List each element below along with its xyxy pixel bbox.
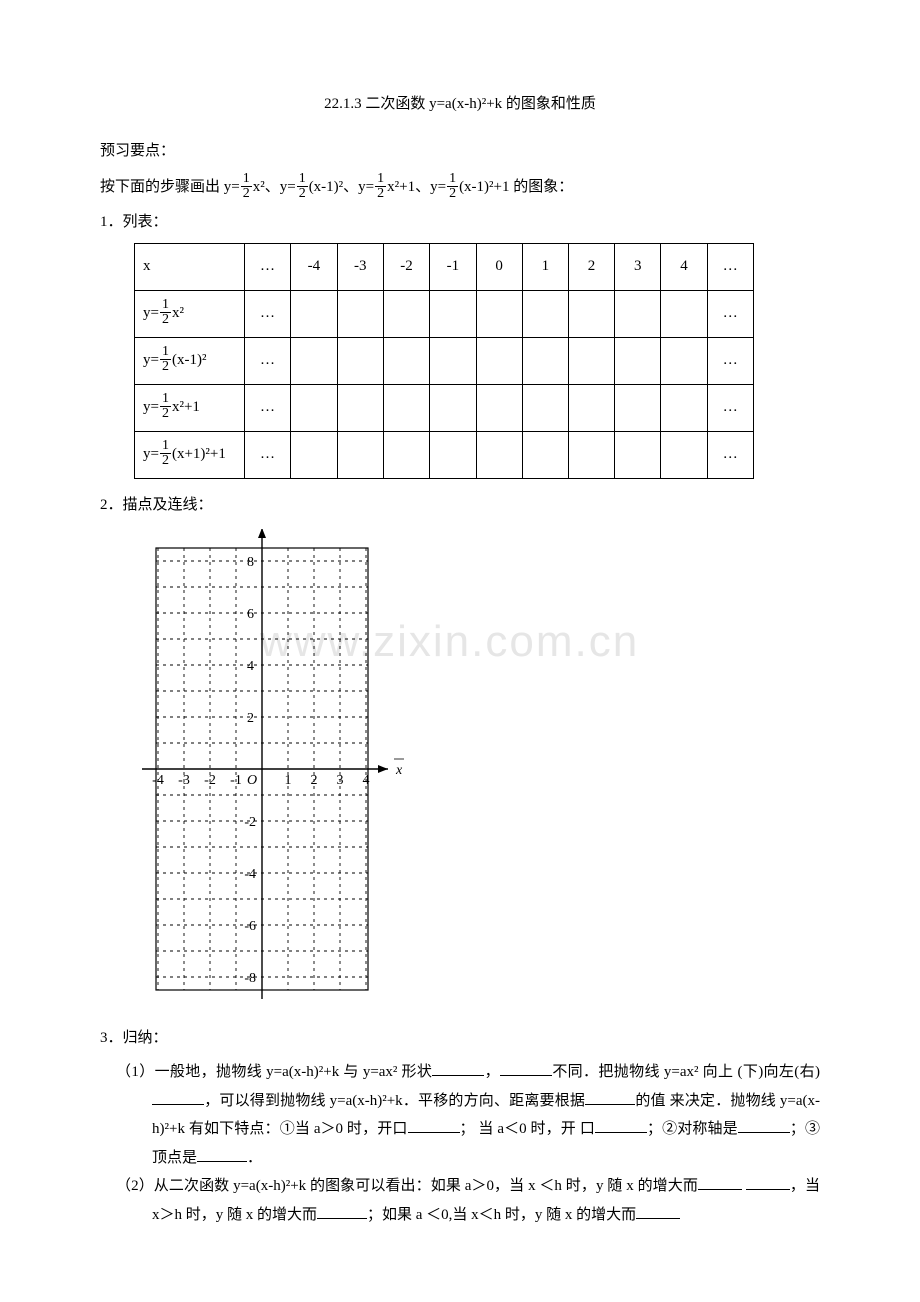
preview-label: 预习要点： <box>100 137 820 166</box>
svg-text:8: 8 <box>247 555 254 570</box>
table-row: y=12x² … … <box>135 290 754 337</box>
svg-text:-1: -1 <box>230 773 242 788</box>
table-cell: … <box>244 384 290 431</box>
table-cell-fn: y=12x²+1 <box>135 384 245 431</box>
value-table: x … -4 -3 -2 -1 0 1 2 3 4 … y=12x² … … y… <box>134 243 754 479</box>
summary-item-1: （1）一般地，抛物线 y=a(x-h)²+k 与 y=ax² 形状，不同．把抛物… <box>100 1058 820 1172</box>
table-row: y=12x²+1 … … <box>135 384 754 431</box>
step2-label: 2．描点及连线： <box>100 491 820 520</box>
table-cell: … <box>707 290 753 337</box>
svg-text:y: y <box>269 529 278 530</box>
table-cell <box>291 290 337 337</box>
table-cell: … <box>707 384 753 431</box>
table-cell: -1 <box>430 243 476 290</box>
svg-text:3: 3 <box>337 773 344 788</box>
table-cell-fn: y=12(x+1)²+1 <box>135 431 245 478</box>
svg-text:x: x <box>395 763 403 778</box>
table-cell: … <box>707 243 753 290</box>
table-row: x … -4 -3 -2 -1 0 1 2 3 4 … <box>135 243 754 290</box>
table-cell: … <box>244 290 290 337</box>
fraction-half: 12 <box>375 172 386 201</box>
svg-text:-4: -4 <box>244 867 256 882</box>
instr-p1: x²、y= <box>253 179 296 195</box>
table-cell: -2 <box>383 243 429 290</box>
svg-text:-2: -2 <box>204 773 216 788</box>
table-cell: … <box>244 337 290 384</box>
fraction-half: 12 <box>241 172 252 201</box>
instr-p4: (x-1)²+1 的图象： <box>459 179 573 195</box>
svg-text:4: 4 <box>247 659 254 674</box>
svg-text:O: O <box>247 773 257 788</box>
instruction-line: 按下面的步骤画出 y=12x²、y=12(x-1)²、y=12x²+1、y=12… <box>100 173 820 202</box>
svg-text:6: 6 <box>247 607 254 622</box>
table-cell: … <box>707 431 753 478</box>
step1-label: 1．列表： <box>100 208 820 237</box>
table-cell: 1 <box>522 243 568 290</box>
instr-p2: (x-1)²、y= <box>309 179 374 195</box>
svg-text:-2: -2 <box>244 815 256 830</box>
summary-item-2: （2）从二次函数 y=a(x-h)²+k 的图象可以看出：如果 a＞0，当 x … <box>100 1172 820 1229</box>
table-cell: … <box>244 431 290 478</box>
svg-text:1: 1 <box>285 773 292 788</box>
svg-text:-8: -8 <box>244 971 256 986</box>
table-row: y=12(x-1)² … … <box>135 337 754 384</box>
svg-text:-4: -4 <box>152 773 164 788</box>
fraction-half: 12 <box>447 172 458 201</box>
step3-label: 3．归纳： <box>100 1024 820 1053</box>
table-row: y=12(x+1)²+1 … … <box>135 431 754 478</box>
instr-p3: x²+1、y= <box>387 179 446 195</box>
table-cell: … <box>244 243 290 290</box>
table-cell: … <box>707 337 753 384</box>
table-cell: 0 <box>476 243 522 290</box>
table-cell-x: x <box>135 243 245 290</box>
svg-text:-6: -6 <box>244 919 256 934</box>
table-cell: 2 <box>568 243 614 290</box>
table-cell: -4 <box>291 243 337 290</box>
svg-text:2: 2 <box>247 711 254 726</box>
table-cell-fn: y=12x² <box>135 290 245 337</box>
page-title: 22.1.3 二次函数 y=a(x-h)²+k 的图象和性质 <box>100 90 820 119</box>
instruction-prefix: 按下面的步骤画出 y= <box>100 179 240 195</box>
table-cell: -3 <box>337 243 383 290</box>
svg-text:4: 4 <box>363 773 370 788</box>
coordinate-grid: -4 -3 -2 -1 1 2 3 4 2 4 6 8 -2 -4 -6 -8 Ox y <box>134 529 820 1010</box>
fraction-half: 12 <box>297 172 308 201</box>
table-cell-fn: y=12(x-1)² <box>135 337 245 384</box>
table-cell: 3 <box>615 243 661 290</box>
svg-text:2: 2 <box>311 773 318 788</box>
svg-text:-3: -3 <box>178 773 190 788</box>
table-cell: 4 <box>661 243 707 290</box>
